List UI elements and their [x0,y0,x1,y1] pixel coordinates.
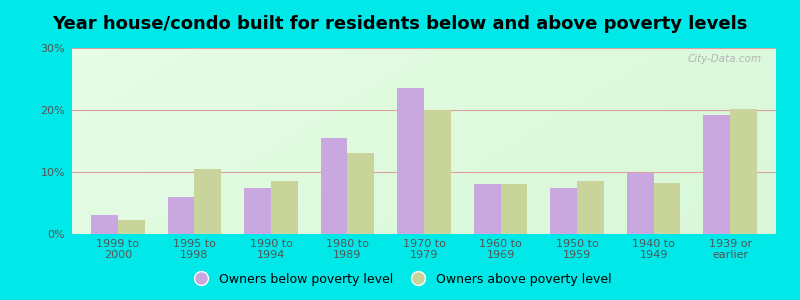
Bar [244,188,271,234]
Bar [118,220,145,234]
Text: Year house/condo built for residents below and above poverty levels: Year house/condo built for residents bel… [52,15,748,33]
Bar [194,169,222,234]
Bar [501,184,527,234]
Legend: Owners below poverty level, Owners above poverty level: Owners below poverty level, Owners above… [184,268,616,291]
Bar [321,138,347,234]
Bar [730,109,757,234]
Bar [424,110,450,234]
Bar [398,88,424,234]
Bar [703,115,730,234]
Bar [577,181,604,234]
Bar [626,173,654,234]
Bar [474,184,501,234]
Bar [168,197,194,234]
Bar [271,181,298,234]
Bar [550,188,577,234]
Bar [654,183,680,234]
Bar [91,215,118,234]
Bar [347,153,374,234]
Text: City-Data.com: City-Data.com [688,54,762,64]
